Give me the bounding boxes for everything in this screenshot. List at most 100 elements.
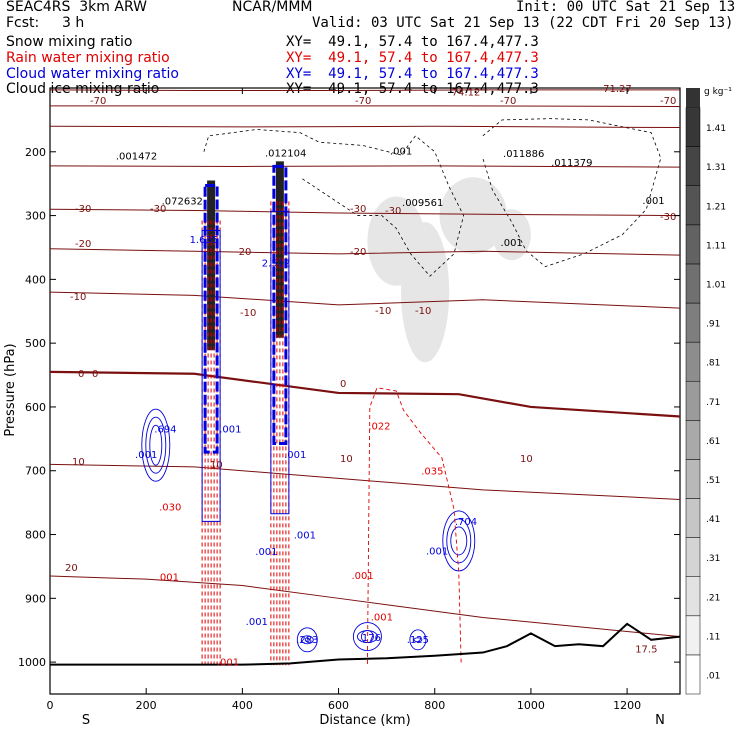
shading-region (439, 177, 507, 254)
extremum-label: 71.27 (603, 84, 632, 95)
cloud-water-contour (446, 518, 472, 564)
field-name-cloud-water: Cloud water mixing ratio (6, 66, 179, 82)
y-tick-label: 200 (25, 146, 46, 159)
extremum-label: 1.635 (190, 235, 219, 246)
y-tick-label: 700 (25, 465, 46, 478)
cloud-water-contour (201, 229, 221, 522)
ice-shading-layer (203, 118, 662, 363)
isotherm-line (49, 370, 681, 418)
y-tick-label: 500 (25, 337, 46, 350)
extremum-label: .030 (159, 502, 181, 513)
isotherm-label: -20 (350, 247, 366, 258)
colorbar-label: .51 (706, 476, 720, 486)
extremum-label: .694 (154, 424, 176, 435)
extremum-label: .283 (296, 635, 318, 646)
y-tick-label: 800 (25, 529, 46, 542)
extremum-label: 2.512 (262, 259, 291, 270)
extremum-label: .001 (219, 424, 241, 435)
colorbar-swatch (685, 224, 701, 265)
y-tick-label: 300 (25, 210, 46, 223)
y-tick-label: 600 (25, 401, 46, 414)
colorbar-label: .81 (706, 359, 720, 369)
cloud-water-contour (304, 637, 310, 643)
x-tick-label: 1200 (613, 699, 641, 712)
colorbar-swatch (685, 380, 701, 421)
colorbar-swatch (685, 498, 701, 538)
extremum-label: .001 (284, 450, 306, 461)
valid-time: Valid: 03 UTC Sat 21 Sep 13 (22 CDT Fri … (312, 15, 734, 31)
colorbar-swatch (685, 185, 701, 226)
isotherm-line (49, 125, 681, 129)
extremum-label: .001 (255, 547, 277, 558)
isotherm-label: 10 (72, 457, 85, 468)
isotherm-label: -10 (240, 308, 256, 319)
surface-line (50, 622, 681, 666)
cloud-water-contour (272, 164, 288, 446)
cloud-water-contour (352, 622, 382, 652)
field-name-snow: Snow mixing ratio (6, 34, 133, 50)
extremum-label: .001 (246, 617, 268, 628)
extremum-label: .704 (455, 517, 477, 528)
cloud-water-contour (145, 416, 167, 474)
isotherm-label: -20 (75, 239, 91, 250)
cloud-water-contour (203, 183, 219, 454)
extremum-label: .011379 (551, 158, 592, 169)
plot-frame (49, 87, 681, 695)
center-label: NCAR/MMM (232, 0, 313, 15)
colorbar-swatch (685, 302, 701, 343)
isotherm-line (49, 463, 681, 500)
isotherm-label: 0 (92, 369, 98, 380)
extremum-label: .001 (501, 238, 523, 249)
cloud-water-contour (409, 629, 427, 651)
extremum-label: .022 (368, 421, 390, 432)
x-tick-label: 400 (232, 699, 253, 712)
extremum-label: .001 (642, 196, 664, 207)
isotherm-label: -30 (75, 204, 91, 215)
isotherm-line (49, 165, 681, 168)
x-tick-label: 0 (47, 699, 54, 712)
colorbar-swatch (685, 537, 701, 577)
colorbar-swatch (685, 420, 701, 460)
model-title: SEAC4RS 3km ARW (6, 0, 147, 15)
isotherm-label: 0 (78, 369, 84, 380)
y-axis-label: Pressure (hPa) (3, 343, 18, 436)
extremum-label: .072632 (162, 197, 203, 208)
field-xy-cloud-ice: XY= 49.1, 57.4 to 167.4,477.3 (286, 81, 539, 97)
colorbar-swatch (685, 459, 701, 499)
isotherm-label: -10 (415, 306, 431, 317)
x-tick-label: 600 (328, 699, 349, 712)
isotherm-label: -70 (355, 96, 371, 107)
isotherm-line (50, 105, 681, 107)
extremum-label: .001 (426, 546, 448, 557)
extremum-label: 74.12 (452, 88, 481, 99)
shading-region (492, 209, 531, 261)
field-xy-rain: XY= 49.1, 57.4 to 167.4,477.3 (286, 50, 539, 66)
isotherm-label: 10 (210, 460, 223, 471)
colorbar-swatch (685, 615, 701, 656)
extremum-label: .001 (135, 450, 157, 461)
contour-label-layer: -70 -70 -70 -70 -30 -30 -30 -30 -30 -20 -20 -20 -10 -… (65, 84, 676, 668)
extremum-label: .001 (294, 530, 316, 541)
extremum-label: .001 (351, 571, 373, 582)
cloud-water-contour (270, 210, 290, 515)
colorbar-label: .71 (706, 398, 720, 408)
isotherm-label: 20 (65, 563, 78, 574)
core-ice-top (275, 161, 284, 338)
colorbar-swatch (685, 576, 701, 617)
rain-contour (366, 387, 462, 665)
colorbar-top (686, 88, 700, 108)
x-end-label-left: S (82, 713, 90, 728)
extremum-label: .009561 (402, 198, 443, 209)
isotherm-label: 10 (520, 454, 533, 465)
shading-region (401, 221, 450, 363)
x-end-label-right: N (655, 713, 665, 728)
extremum-label: .176 (359, 633, 381, 644)
colorbar-label: 1.41 (706, 124, 726, 134)
field-xy-snow: XY= 49.1, 57.4 to 167.4,477.3 (286, 34, 539, 50)
extremum-label: .001472 (116, 151, 157, 162)
colorbar-label: .41 (706, 515, 720, 525)
colorbar-unit: g kg⁻¹ (704, 87, 732, 97)
cloud-water-contour (149, 424, 163, 466)
isotherm-line (49, 89, 680, 92)
colorbar-label: .01 (706, 671, 720, 681)
